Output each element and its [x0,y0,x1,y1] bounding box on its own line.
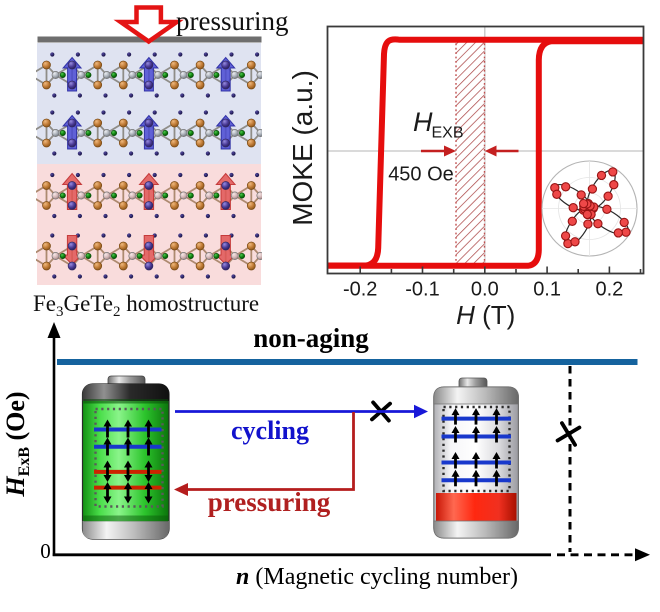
svg-text:-0.2: -0.2 [343,279,377,301]
svg-text:0.2: 0.2 [595,279,623,301]
svg-text:pressuring: pressuring [176,6,288,36]
svg-text:HExB (Oe): HExB (Oe) [1,391,33,497]
svg-text:450 Oe: 450 Oe [388,164,454,186]
svg-text:MOKE (a.u.): MOKE (a.u.) [287,70,318,226]
svg-text:0.1: 0.1 [533,279,561,301]
svg-text:EXB: EXB [432,125,464,142]
svg-text:H: H [413,107,433,137]
svg-text:0: 0 [40,539,51,563]
svg-text:-0.1: -0.1 [405,279,439,301]
svg-text:non-aging: non-aging [253,323,369,353]
svg-text:n (Magnetic cycling number): n (Magnetic cycling number) [236,564,518,590]
svg-text:0.0: 0.0 [471,279,499,301]
svg-text:pressuring: pressuring [208,487,331,517]
svg-text:H (T): H (T) [456,300,515,330]
svg-text:cycling: cycling [231,416,309,445]
svg-text:Fe3GeTe2 homostructure: Fe3GeTe2 homostructure [33,291,259,320]
